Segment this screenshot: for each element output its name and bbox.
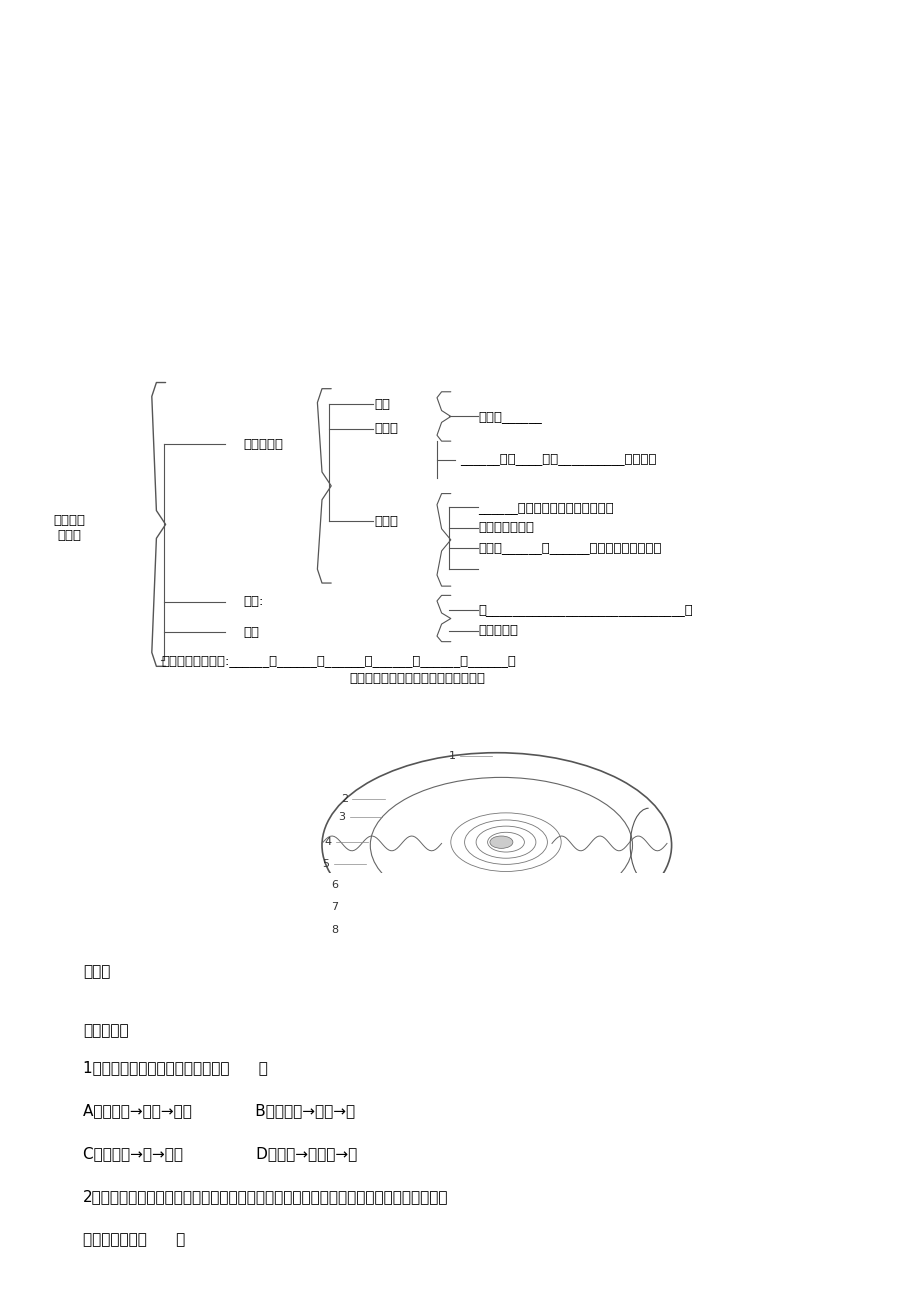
Text: C、受精卵→胚→植株               D、植株→受精卵→胚: C、受精卵→胚→植株 D、植株→受精卵→胚 <box>83 1146 357 1161</box>
Text: 卵壳: 卵壳 <box>374 397 390 410</box>
Text: 5: 5 <box>322 859 329 868</box>
Text: 卵壳膜: 卵壳膜 <box>374 422 398 435</box>
Text: 卵白:: 卵白: <box>244 595 264 608</box>
Text: 中分别属于：（      ）: 中分别属于：（ ） <box>83 1233 185 1247</box>
Text: ______含有____，是__________的部位。: ______含有____，是__________的部位。 <box>460 452 656 465</box>
Text: 鸟的生殖
和发育: 鸟的生殖 和发育 <box>53 513 85 542</box>
Text: 8: 8 <box>331 926 338 935</box>
Text: 7: 7 <box>331 902 338 911</box>
Text: A、受精卵→胚乳→植株             B、受精卵→植株→胚: A、受精卵→胚乳→植株 B、受精卵→植株→胚 <box>83 1103 355 1118</box>
Text: ：______________________________。: ：______________________________。 <box>478 603 692 616</box>
Text: ：固定作用: ：固定作用 <box>478 624 517 637</box>
Text: 6: 6 <box>331 880 338 891</box>
Text: 气室: 气室 <box>244 626 259 639</box>
Text: ：含有______和______，供胚胎发育的需要: ：含有______和______，供胚胎发育的需要 <box>478 542 661 555</box>
Text: 2、人们在生产实践中常用扦插的方法来栽培月季，用嫁接的方法来繁育苹果，这在生物学: 2、人们在生产实践中常用扦插的方法来栽培月季，用嫁接的方法来繁育苹果，这在生物学 <box>83 1190 448 1204</box>
Text: 3: 3 <box>337 812 345 823</box>
Text: 作用是______: 作用是______ <box>478 410 541 423</box>
Text: ______：是卵细胞的主要营养物质: ______：是卵细胞的主要营养物质 <box>478 501 614 514</box>
Text: ：保护的作用。: ：保护的作用。 <box>478 521 534 534</box>
Text: 每一个阶段都伴随着复杂的繁殖行为。: 每一个阶段都伴随着复杂的繁殖行为。 <box>349 672 485 685</box>
Ellipse shape <box>490 836 513 849</box>
Text: 1、被子植物个体发育的顺序是：（      ）: 1、被子植物个体发育的顺序是：（ ） <box>83 1060 267 1075</box>
Text: 4: 4 <box>323 837 331 848</box>
Text: 习题：: 习题： <box>83 965 110 979</box>
Text: 鸟卵的结构: 鸟卵的结构 <box>244 437 283 450</box>
Text: 2: 2 <box>340 794 347 803</box>
Text: 卵细胞: 卵细胞 <box>374 514 398 527</box>
Text: 一、选择题: 一、选择题 <box>83 1023 129 1038</box>
Text: 鸟的生殖发育过程:______、______、______、______、______、______。: 鸟的生殖发育过程:______、______、______、______、___… <box>161 654 516 667</box>
Text: 1: 1 <box>448 751 455 760</box>
